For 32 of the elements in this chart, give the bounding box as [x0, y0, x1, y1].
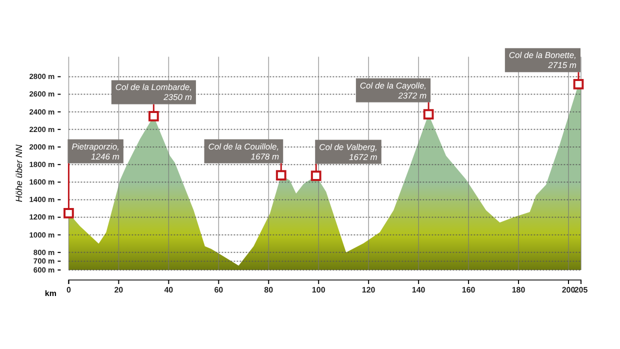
x-tick-label: 205: [574, 286, 588, 295]
callout: Col de la Couillole, 1678 m: [204, 139, 284, 172]
callout: Col de la Lombarde, 2350 m: [111, 80, 196, 112]
x-axis-title: km: [44, 289, 56, 298]
callout: Col de la Cayolle, 2372 m: [356, 78, 431, 110]
annotation: Col de la Bonette, 2715 m: [508, 50, 576, 70]
x-tick-label: 120: [362, 286, 376, 295]
x-tick-label: 200: [562, 286, 576, 295]
annotation: Col de la Cayolle, 2372 m: [360, 80, 427, 100]
annotation: Col de la Lombarde, 2350 m: [115, 82, 192, 102]
point: [310, 170, 322, 181]
x-tick-label: 40: [164, 286, 174, 295]
x-tick-label: 180: [512, 286, 526, 295]
x-tick-label: 20: [114, 286, 124, 295]
x-tick-label: 140: [412, 286, 426, 295]
x-tick-label: 80: [264, 286, 274, 295]
point: [148, 111, 159, 122]
x-tick-label: 0: [66, 286, 72, 295]
point: [573, 78, 584, 90]
x-tick-label: 160: [462, 286, 476, 295]
point: [276, 170, 286, 180]
callout: Col de Valberg, 1672 m: [315, 140, 382, 172]
x-tick-label: 60: [214, 286, 224, 295]
callout: Pietraporzio, 1246 m: [68, 139, 124, 210]
annotation: Col de Valberg, 1672 m: [319, 142, 378, 162]
annotation: Col de la Couillole, 1678 m: [208, 141, 280, 162]
point: [423, 109, 434, 120]
annotation: Pietraporzio, 1246 m: [72, 141, 120, 162]
x-tick-label: 100: [312, 286, 326, 295]
y-axis-title: Höhe über NN: [14, 144, 24, 202]
callout: Col de la Bonette, 2715 m: [504, 48, 580, 80]
point: [64, 208, 74, 218]
